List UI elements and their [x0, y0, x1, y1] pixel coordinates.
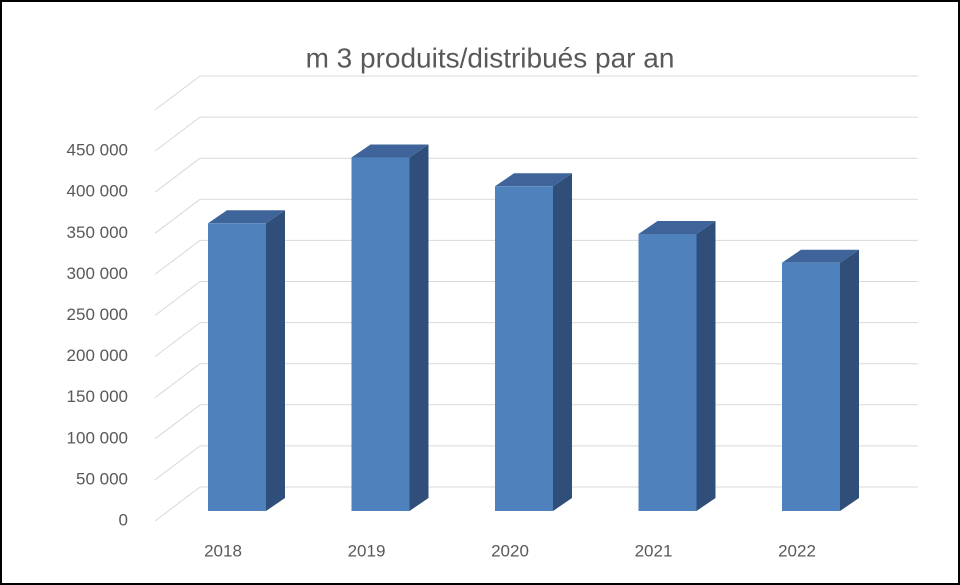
- bar-top: [495, 173, 572, 187]
- bar: [208, 210, 285, 512]
- grid-line-side: [154, 157, 201, 193]
- y-tick-label: 300 000: [67, 264, 128, 283]
- bar-side: [553, 173, 572, 511]
- bar-front: [208, 223, 266, 512]
- grid-line-side: [154, 75, 201, 111]
- bar-side: [840, 249, 859, 512]
- bar: [495, 173, 572, 511]
- bar: [351, 144, 429, 512]
- y-tick-label: 100 000: [67, 428, 128, 447]
- bar-top: [782, 249, 859, 263]
- y-tick-label: 250 000: [67, 305, 128, 324]
- x-tick-label: 2022: [778, 541, 816, 560]
- bar-side: [266, 210, 285, 512]
- bar-front: [638, 233, 697, 511]
- grid-line-side: [154, 486, 201, 522]
- bar-top: [351, 144, 429, 158]
- y-tick-label: 200 000: [67, 346, 128, 365]
- bar-front: [495, 186, 553, 511]
- bar-side: [696, 220, 716, 511]
- y-tick-label: 400 000: [67, 182, 128, 201]
- chart-title: m 3 produits/distribués par an: [306, 42, 675, 73]
- grid-line-side: [154, 198, 201, 234]
- bar-top: [208, 210, 285, 224]
- bar: [782, 249, 859, 512]
- grid-line-side: [154, 240, 201, 275]
- x-tick-label: 2018: [204, 541, 242, 560]
- y-tick-label: 450 000: [67, 141, 128, 160]
- y-tick-label: 150 000: [67, 387, 128, 406]
- x-tick-label: 2020: [491, 541, 529, 560]
- grid-line-side: [154, 445, 201, 481]
- x-tick-label: 2019: [348, 541, 386, 560]
- y-tick-label: 350 000: [67, 223, 128, 242]
- grid-line-side: [154, 363, 201, 399]
- bar-front: [782, 262, 840, 511]
- grid-line-side: [154, 322, 201, 357]
- y-tick-label: 50 000: [76, 469, 128, 488]
- bar: [638, 220, 716, 511]
- y-tick-label: 0: [119, 510, 128, 529]
- bar-front: [351, 157, 410, 512]
- x-tick-label: 2021: [635, 541, 673, 560]
- grid-line-side: [154, 404, 201, 440]
- bar-side: [409, 144, 429, 512]
- bar-top: [638, 220, 716, 234]
- grid-line-side: [154, 281, 201, 316]
- grid-line-side: [154, 116, 201, 152]
